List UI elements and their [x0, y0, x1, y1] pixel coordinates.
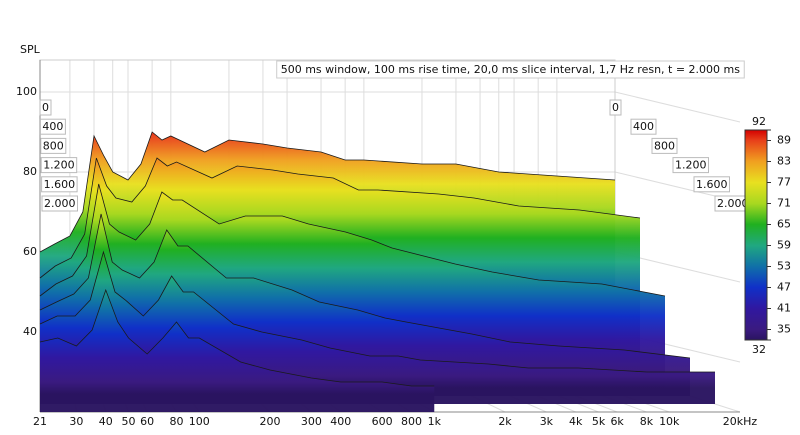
colorbar-label: 71	[777, 197, 791, 210]
slice-line	[39, 131, 616, 253]
x-tick-label: 800	[401, 415, 422, 428]
depth-tick-box	[40, 157, 78, 174]
colorbar-label: 47	[777, 281, 791, 294]
x-tick-label: 200	[260, 415, 281, 428]
x-tick-label: 600	[372, 415, 393, 428]
depth-tick-label: 800	[43, 139, 64, 152]
x-tick-label: 21	[33, 415, 47, 428]
depth-tick-label: 1.600	[44, 178, 76, 191]
slice-line	[39, 183, 666, 297]
depth-tick-box	[672, 157, 709, 174]
slice-line	[39, 213, 691, 359]
y-tick-label: 40	[23, 325, 37, 338]
colorbar-label: 65	[777, 218, 791, 231]
slice-line	[39, 250, 715, 373]
colorbar-label: 35	[777, 323, 791, 336]
x-tick-label: 6k	[610, 415, 624, 428]
colorbar-label: 77	[777, 176, 791, 189]
y-tick-label: 100	[16, 85, 37, 98]
colorbar-label: 89	[777, 134, 791, 147]
depth-tick-box	[40, 137, 67, 154]
x-tick-label: 1k	[428, 415, 442, 428]
y-tick-label: 60	[23, 245, 37, 258]
depth-tick-label: 1.200	[43, 159, 74, 172]
depth-tick-label: 2.000	[717, 197, 749, 210]
x-tick-label: 10k	[659, 415, 680, 428]
x-tick-label: 2k	[498, 415, 512, 428]
depth-tick-label: 400	[633, 120, 654, 133]
x-tick-label: 5k	[592, 415, 606, 428]
colorbar-label: 53	[777, 260, 791, 273]
depth-grid-line	[614, 91, 741, 123]
colorbar-label: 92	[752, 115, 766, 128]
depth-tick-box	[630, 118, 657, 135]
depth-tick-box	[609, 99, 622, 116]
slice-line	[39, 288, 435, 387]
x-tick-label: 4k	[569, 415, 583, 428]
x-tick-label: 100	[189, 415, 210, 428]
x-tick-label: 300	[301, 415, 322, 428]
depth-tick-box	[39, 99, 52, 116]
colorbar-label: 41	[777, 302, 791, 315]
x-tick-label: 50	[122, 415, 136, 428]
title-box	[276, 60, 745, 79]
x-tick-label: 3k	[540, 415, 554, 428]
x-tick-label: 30	[69, 415, 83, 428]
depth-tick-label: 800	[654, 139, 675, 152]
depth-tick-box	[41, 176, 78, 193]
x-tick-label: 80	[170, 415, 184, 428]
x-tick-label: 40	[99, 415, 113, 428]
y-tick-label: 80	[23, 165, 37, 178]
colorbar-label: 32	[752, 343, 766, 356]
depth-tick-box	[693, 176, 730, 193]
colorbar-label: 83	[777, 155, 791, 168]
colorbar-label: 59	[777, 239, 791, 252]
depth-tick-label: 1.200	[675, 159, 707, 172]
y-axis-label: SPL	[20, 43, 41, 56]
colorbar	[744, 129, 768, 341]
depth-tick-box	[651, 137, 678, 154]
depth-tick-label: 400	[42, 120, 63, 133]
x-tick-label: 20kHz	[723, 415, 758, 428]
depth-tick-label: 1.600	[696, 178, 728, 191]
depth-tick-label: 0	[612, 101, 619, 114]
depth-tick-label: 2.000	[44, 197, 76, 210]
slice-line	[39, 157, 641, 279]
x-tick-label: 60	[140, 415, 154, 428]
x-tick-label: 8k	[640, 415, 654, 428]
depth-tick-box	[41, 195, 78, 212]
x-tick-label: 400	[330, 415, 351, 428]
depth-tick-box	[39, 118, 66, 135]
depth-tick-label: 0	[42, 101, 49, 114]
chart-title: 500 ms window, 100 ms rise time, 20,0 ms…	[281, 63, 741, 76]
